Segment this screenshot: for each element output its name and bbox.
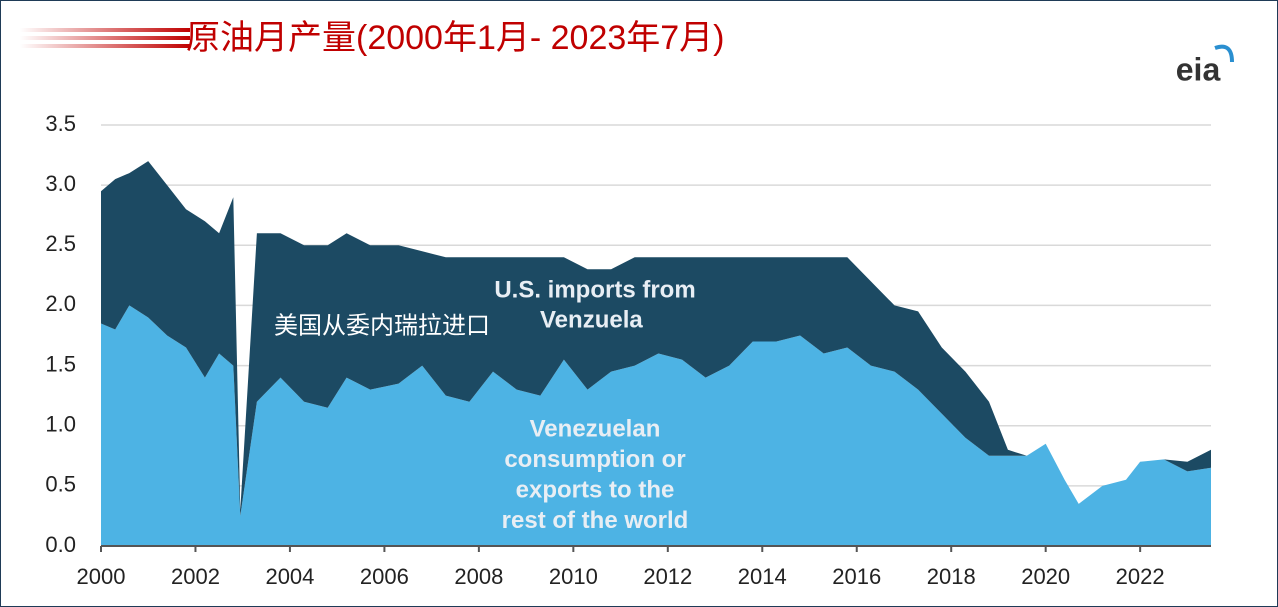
y-tick-label: 2.5 (45, 231, 76, 256)
logo-arc (1214, 44, 1234, 63)
y-tick-label: 3.5 (45, 111, 76, 136)
logo: eia (1176, 51, 1221, 87)
y-tick-label: 1.0 (45, 412, 76, 437)
annotation: Venezuelan (530, 415, 661, 442)
y-tick-label: 0.5 (45, 472, 76, 497)
title-stripe (20, 28, 190, 32)
area (101, 305, 1211, 546)
y-tick-label: 1.5 (45, 351, 76, 376)
x-tick-label: 2012 (643, 564, 692, 589)
annotation: U.S. imports from (494, 276, 695, 303)
x-tick-label: 2018 (927, 564, 976, 589)
y-tick-label: 3.0 (45, 171, 76, 196)
x-tick-label: 2006 (360, 564, 409, 589)
x-tick-label: 2020 (1021, 564, 1070, 589)
x-tick-label: 2016 (832, 564, 881, 589)
plot-area: 0.0 0.5 1.0 1.5 2.0 2.5 3.0 3.5 2000 2002 2004 2006… (45, 111, 1211, 589)
title-stripe (20, 44, 190, 48)
annotation: rest of the world (502, 507, 689, 534)
x-tick-label: 2010 (549, 564, 598, 589)
x-tick-label: 2022 (1116, 564, 1165, 589)
y-tick-label: 2.0 (45, 291, 76, 316)
annotation: 美国从委内瑞拉进口 (274, 312, 490, 339)
x-tick-label: 2004 (265, 564, 314, 589)
x-tick-label: 2008 (454, 564, 503, 589)
y-tick-label: 0.0 (45, 532, 76, 557)
annotation: exports to the (516, 476, 675, 503)
x-tick-label: 2014 (738, 564, 787, 589)
x-tick-label: 2000 (77, 564, 126, 589)
title-stripe (20, 36, 190, 40)
x-tick-label: 2002 (171, 564, 220, 589)
annotation: consumption or (504, 446, 685, 473)
chart-title: 原油月产量(2000年1月- 2023年7月) (186, 19, 725, 57)
annotation: Venzuela (540, 306, 643, 333)
area (101, 161, 1211, 516)
